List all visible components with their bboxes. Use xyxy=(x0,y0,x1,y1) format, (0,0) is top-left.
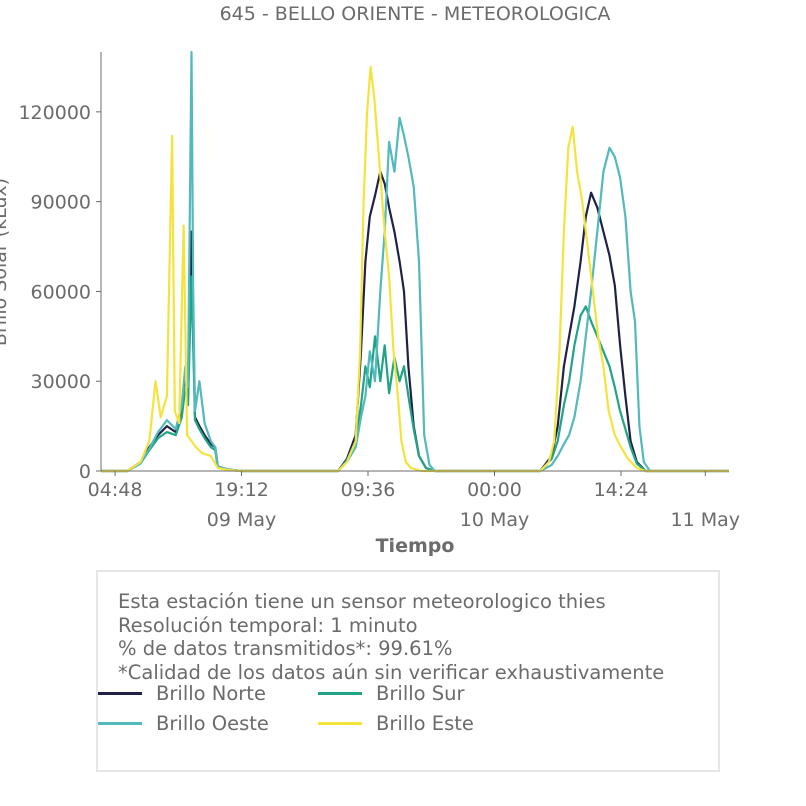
x-tick-label: 04:48 xyxy=(88,479,143,501)
x-axis-label: Tiempo xyxy=(376,535,455,557)
series-line-brillo-oeste xyxy=(101,50,729,473)
info-line-quality: *Calidad de los datos aún sin verificar … xyxy=(118,660,665,684)
y-tick-label: 120000 xyxy=(18,102,91,124)
series-line-brillo-este xyxy=(101,65,729,473)
axes: 0 30000 60000 90000 120000 04:48 19:12 09 May 09… xyxy=(18,52,740,531)
y-tick-label: 30000 xyxy=(31,371,91,393)
x-tick-date-label: 10 May xyxy=(460,509,530,531)
y-axis-label: Brillo Solar (kLux) xyxy=(0,178,11,346)
chart-title: 645 - BELLO ORIENTE - METEOROLOGICA xyxy=(220,3,611,25)
y-tick-label: 0 xyxy=(79,461,91,483)
legend-label-sur: Brillo Sur xyxy=(376,681,465,705)
y-tick-label: 90000 xyxy=(31,192,91,214)
x-tick-label: 09:36 xyxy=(341,479,396,501)
legend-label-este: Brillo Este xyxy=(376,711,474,735)
info-line-transmitted: % de datos transmitidos*: 99.61% xyxy=(118,637,453,660)
chart-svg: 645 - BELLO ORIENTE - METEOROLOGICA Bril… xyxy=(0,3,740,557)
info-legend-box: Esta estación tiene un sensor meteorolog… xyxy=(96,570,720,772)
legend-swatch-norte xyxy=(98,691,142,695)
legend-swatch-sur xyxy=(318,691,362,695)
legend-label-oeste: Brillo Oeste xyxy=(156,711,269,735)
plot-area xyxy=(101,50,729,473)
x-tick-label: 14:24 xyxy=(594,479,649,501)
legend-item-sur: Brillo Sur xyxy=(318,680,465,706)
legend-label-norte: Brillo Norte xyxy=(156,681,266,705)
x-tick-label: 00:00 xyxy=(467,479,522,501)
legend-swatch-oeste xyxy=(98,721,142,725)
y-tick-label: 60000 xyxy=(31,281,91,303)
legend-item-oeste: Brillo Oeste xyxy=(98,710,269,736)
legend-item-este: Brillo Este xyxy=(318,710,474,736)
legend-swatch-este xyxy=(318,721,362,725)
info-text: Esta estación tiene un sensor meteorolog… xyxy=(118,590,664,684)
info-line-resolution: Resolución temporal: 1 minuto xyxy=(118,613,418,637)
x-tick-date-label: 09 May xyxy=(207,509,277,531)
x-tick-label: 19:12 xyxy=(214,479,269,501)
legend-item-norte: Brillo Norte xyxy=(98,680,266,706)
info-line-station: Esta estación tiene un sensor meteorolog… xyxy=(118,590,606,613)
x-tick-date-label: 11 May xyxy=(671,509,741,531)
